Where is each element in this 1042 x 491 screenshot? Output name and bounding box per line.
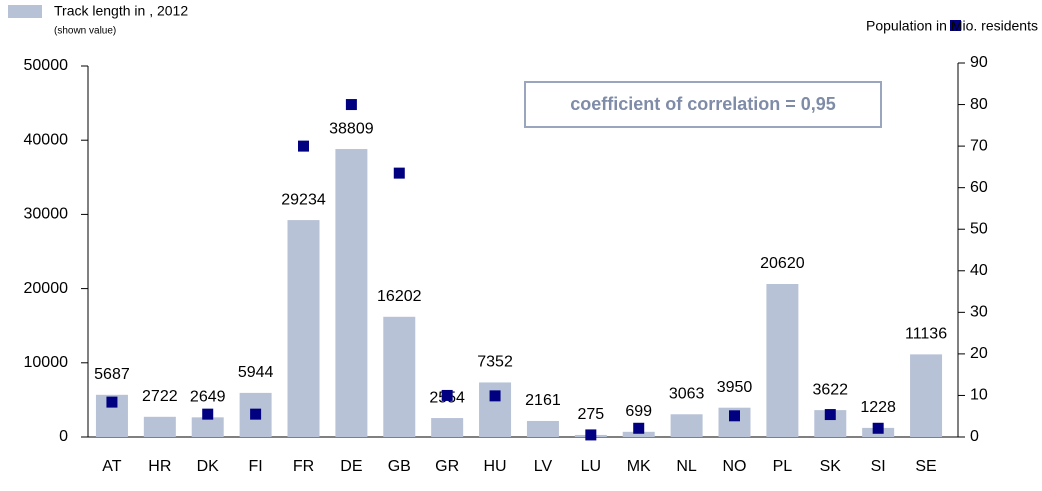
bar xyxy=(670,414,703,437)
y-tick-label: 10000 xyxy=(24,354,69,371)
bar xyxy=(431,418,464,437)
y2-tick-label: 70 xyxy=(970,137,988,154)
data-label: 3950 xyxy=(717,379,753,396)
y-tick-label: 0 xyxy=(59,428,68,445)
x-tick-label: SK xyxy=(820,458,842,475)
data-label: 11136 xyxy=(905,326,947,343)
data-label: 2722 xyxy=(142,388,178,405)
bar xyxy=(526,420,559,437)
data-label: 275 xyxy=(577,406,604,423)
legend-swatch-bar xyxy=(8,5,42,18)
data-label: 5944 xyxy=(238,364,274,381)
marker xyxy=(633,422,645,434)
y-tick-label: 50000 xyxy=(24,57,69,74)
annotation-box xyxy=(524,81,882,128)
y2-tick-label: 10 xyxy=(970,387,988,404)
data-label: 20620 xyxy=(760,255,805,272)
bar xyxy=(335,149,368,437)
x-tick-label: LU xyxy=(581,458,601,475)
marker xyxy=(729,410,740,422)
y2-tick-label: 50 xyxy=(970,220,988,237)
y-tick-label: 20000 xyxy=(24,280,69,297)
annotation: coefficient of correlation = 0,95 xyxy=(570,94,836,114)
x-tick-label: GB xyxy=(388,458,411,475)
bar xyxy=(383,316,416,437)
legend-label: Population in Mio. residents xyxy=(866,18,1038,34)
x-tick-label: AT xyxy=(102,458,121,475)
data-label: 7352 xyxy=(477,354,513,371)
x-tick-label: PL xyxy=(773,458,793,475)
x-tick-label: FI xyxy=(249,458,263,475)
bar xyxy=(910,354,943,437)
marker xyxy=(585,429,597,441)
bar xyxy=(622,431,655,437)
y2-tick-label: 90 xyxy=(970,54,988,71)
x-tick-label: HU xyxy=(484,458,507,475)
x-tick-label: SE xyxy=(915,458,936,475)
y2-tick-label: 0 xyxy=(970,428,979,445)
marker xyxy=(872,422,884,434)
marker xyxy=(202,408,214,420)
marker xyxy=(489,390,501,402)
marker xyxy=(250,408,262,420)
data-label: 38809 xyxy=(329,120,374,137)
data-label: 1228 xyxy=(860,399,896,416)
marker xyxy=(393,167,405,179)
x-tick-label: DE xyxy=(340,458,362,475)
data-label: 3622 xyxy=(812,381,848,398)
x-tick-label: LV xyxy=(534,458,553,475)
x-tick-label: SI xyxy=(871,458,886,475)
bar xyxy=(191,417,224,437)
legend-swatch-square xyxy=(950,20,961,31)
x-tick-label: NL xyxy=(676,458,697,475)
y-tick-label: 40000 xyxy=(24,131,69,148)
legend-label: Track length in , 2012 xyxy=(54,3,188,19)
x-tick-label: FR xyxy=(293,458,314,475)
legend-note: (shown value) xyxy=(54,26,116,37)
data-label: 3063 xyxy=(669,385,705,402)
marker xyxy=(106,396,118,408)
marker xyxy=(441,389,453,401)
y2-tick-label: 60 xyxy=(970,179,988,196)
x-tick-label: HR xyxy=(148,458,171,475)
x-tick-label: MK xyxy=(627,458,651,475)
data-label: 2649 xyxy=(190,389,226,406)
x-tick-label: NO xyxy=(723,458,747,475)
x-tick-label: DK xyxy=(197,458,220,475)
marker xyxy=(298,140,309,152)
marker xyxy=(824,409,836,421)
bar xyxy=(143,416,176,437)
y2-tick-label: 20 xyxy=(970,345,988,362)
y2-tick-label: 30 xyxy=(970,304,988,321)
y2-tick-label: 40 xyxy=(970,262,988,279)
marker xyxy=(345,99,357,111)
data-label: 5687 xyxy=(94,366,130,383)
data-label: 16202 xyxy=(377,288,422,305)
data-label: 2161 xyxy=(525,392,561,409)
x-tick-label: GR xyxy=(435,458,459,475)
data-label: 29234 xyxy=(281,191,326,208)
y-tick-label: 30000 xyxy=(24,206,69,223)
y2-tick-label: 80 xyxy=(970,96,988,113)
bar xyxy=(287,220,320,437)
data-label: 699 xyxy=(625,403,652,420)
bar xyxy=(766,283,799,437)
